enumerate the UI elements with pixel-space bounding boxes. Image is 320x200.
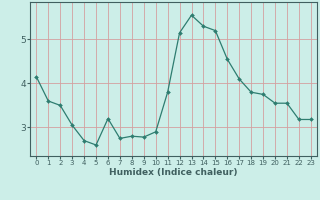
X-axis label: Humidex (Indice chaleur): Humidex (Indice chaleur) — [109, 168, 238, 177]
